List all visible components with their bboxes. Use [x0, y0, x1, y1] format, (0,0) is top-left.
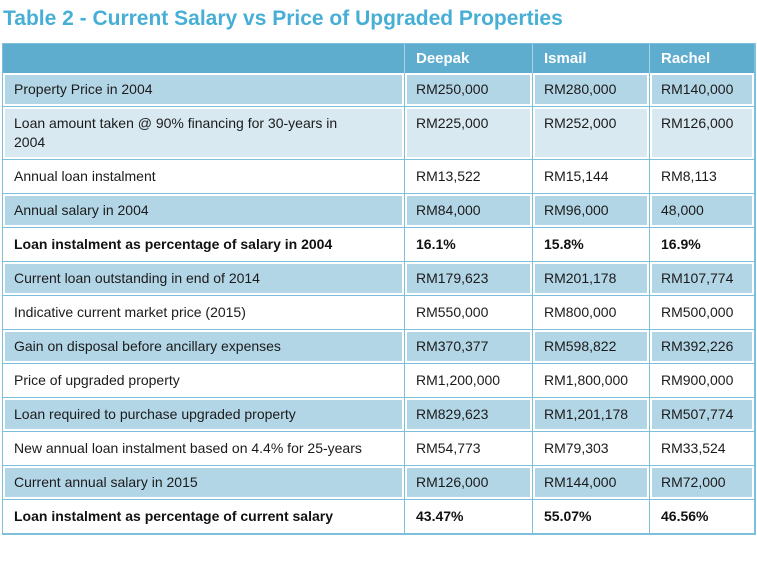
- table-row: Annual salary in 2004 RM84,000 RM96,000 48,…: [3, 194, 755, 228]
- cell-value-ismail: RM1,800,000: [533, 364, 650, 398]
- table-body: Property Price in 2004 RM250,000 RM280,000…: [3, 73, 755, 534]
- salary-comparison-table: Deepak Ismail Rachel Property Price in 2…: [2, 43, 756, 535]
- cell-value-deepak: RM84,000: [405, 194, 533, 228]
- header-ismail: Ismail: [533, 44, 650, 73]
- table-title: Table 2 - Current Salary vs Price of Upg…: [3, 7, 563, 30]
- cell-value-rachel: RM72,000: [650, 466, 755, 500]
- row-label: Loan required to purchase upgraded prope…: [3, 398, 405, 432]
- cell-value-ismail: 15.8%: [533, 228, 650, 262]
- header-rachel: Rachel: [650, 44, 755, 73]
- cell-value-ismail: RM280,000: [533, 73, 650, 107]
- cell-value-deepak: 16.1%: [405, 228, 533, 262]
- table-row: Indicative current market price (2015) RM…: [3, 296, 755, 330]
- cell-value-rachel: RM140,000: [650, 73, 755, 107]
- table-row: New annual loan instalment based on 4.4%…: [3, 432, 755, 466]
- row-label: New annual loan instalment based on 4.4%…: [3, 432, 405, 466]
- row-label: Annual loan instalment: [3, 160, 405, 194]
- cell-value-deepak: 43.47%: [405, 500, 533, 534]
- cell-value-deepak: RM54,773: [405, 432, 533, 466]
- table-row: Current loan outstanding in end of 2014 R…: [3, 262, 755, 296]
- cell-value-rachel: RM107,774: [650, 262, 755, 296]
- header-row: Deepak Ismail Rachel: [3, 44, 755, 73]
- cell-value-deepak: RM1,200,000: [405, 364, 533, 398]
- cell-value-ismail: RM15,144: [533, 160, 650, 194]
- row-label: Indicative current market price (2015): [3, 296, 405, 330]
- table-row: Loan instalment as percentage of current…: [3, 500, 755, 534]
- cell-value-rachel: 48,000: [650, 194, 755, 228]
- cell-value-ismail: RM598,822: [533, 330, 650, 364]
- cell-value-rachel: RM392,226: [650, 330, 755, 364]
- table-header: Deepak Ismail Rachel: [3, 44, 755, 73]
- table-row: Gain on disposal before ancillary expens…: [3, 330, 755, 364]
- table-row: Loan instalment as percentage of salary …: [3, 228, 755, 262]
- cell-value-rachel: RM33,524: [650, 432, 755, 466]
- cell-value-ismail: RM96,000: [533, 194, 650, 228]
- table-row: Property Price in 2004 RM250,000 RM280,000…: [3, 73, 755, 107]
- row-label: Loan amount taken @ 90% financing for 30…: [3, 107, 405, 160]
- cell-value-deepak: RM829,623: [405, 398, 533, 432]
- header-empty-cell: [3, 44, 405, 73]
- cell-value-ismail: RM252,000: [533, 107, 650, 160]
- cell-value-deepak: RM126,000: [405, 466, 533, 500]
- table-row: Annual loan instalment RM13,522 RM15,144 RM…: [3, 160, 755, 194]
- cell-value-rachel: RM126,000: [650, 107, 755, 160]
- row-label: Loan instalment as percentage of current…: [3, 500, 405, 534]
- cell-value-deepak: RM370,377: [405, 330, 533, 364]
- cell-value-deepak: RM225,000: [405, 107, 533, 160]
- row-label: Gain on disposal before ancillary expens…: [3, 330, 405, 364]
- row-label: Loan instalment as percentage of salary …: [3, 228, 405, 262]
- header-deepak: Deepak: [405, 44, 533, 73]
- cell-value-rachel: RM8,113: [650, 160, 755, 194]
- row-label: Current loan outstanding in end of 2014: [3, 262, 405, 296]
- cell-value-rachel: 16.9%: [650, 228, 755, 262]
- row-label: Property Price in 2004: [3, 73, 405, 107]
- cell-value-ismail: RM144,000: [533, 466, 650, 500]
- cell-value-deepak: RM250,000: [405, 73, 533, 107]
- table-row: Current annual salary in 2015 RM126,000 RM…: [3, 466, 755, 500]
- cell-value-ismail: RM201,178: [533, 262, 650, 296]
- cell-value-ismail: RM79,303: [533, 432, 650, 466]
- cell-value-deepak: RM179,623: [405, 262, 533, 296]
- cell-value-deepak: RM550,000: [405, 296, 533, 330]
- table-row: Loan amount taken @ 90% financing for 30…: [3, 107, 755, 160]
- cell-value-rachel: 46.56%: [650, 500, 755, 534]
- cell-value-ismail: RM1,201,178: [533, 398, 650, 432]
- page: Table 2 - Current Salary vs Price of Upg…: [2, 7, 756, 535]
- cell-value-ismail: RM800,000: [533, 296, 650, 330]
- cell-value-rachel: RM500,000: [650, 296, 755, 330]
- cell-value-rachel: RM900,000: [650, 364, 755, 398]
- cell-value-rachel: RM507,774: [650, 398, 755, 432]
- row-label: Price of upgraded property: [3, 364, 405, 398]
- cell-value-deepak: RM13,522: [405, 160, 533, 194]
- cell-value-ismail: 55.07%: [533, 500, 650, 534]
- table-row: Price of upgraded property RM1,200,000 RM1…: [3, 364, 755, 398]
- table-row: Loan required to purchase upgraded prope…: [3, 398, 755, 432]
- row-label: Annual salary in 2004: [3, 194, 405, 228]
- row-label: Current annual salary in 2015: [3, 466, 405, 500]
